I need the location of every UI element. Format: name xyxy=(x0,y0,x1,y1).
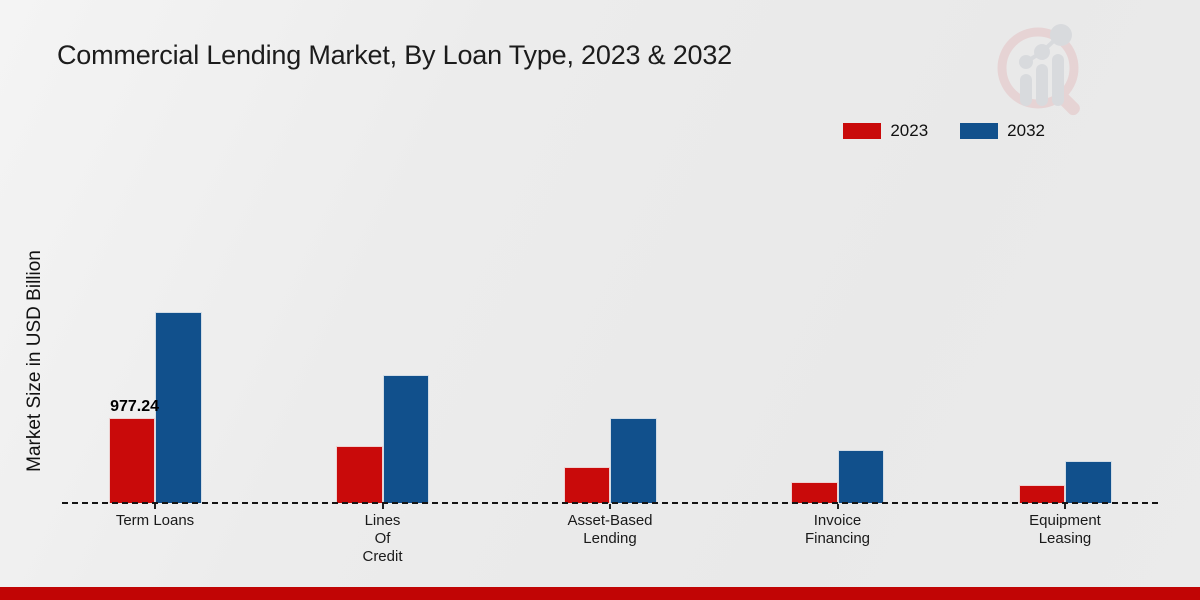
bar-2032-asset-based-lending xyxy=(610,418,657,503)
legend-item-2032: 2032 xyxy=(960,121,1045,141)
bar-2032-lines-of-credit xyxy=(382,374,429,503)
x-axis-category-label-term-loans: Term Loans xyxy=(115,512,195,529)
footer-accent-bar xyxy=(0,587,1200,600)
x-axis-tick-asset-based-lending xyxy=(609,504,611,509)
x-axis-category-label-asset-based-lending: Asset-Based Lending xyxy=(567,512,653,547)
market-research-future-logo-icon xyxy=(997,24,1080,116)
bar-2032-term-loans xyxy=(155,311,202,503)
legend-label-2032: 2032 xyxy=(1007,121,1045,140)
bar-2023-invoice-financing xyxy=(791,482,838,503)
x-axis-category-label-invoice-financing: Invoice Financing xyxy=(804,512,871,547)
legend-item-2023: 2023 xyxy=(843,121,928,141)
x-axis-tick-lines-of-credit xyxy=(381,504,384,509)
chart-title: Commercial Lending Market, By Loan Type,… xyxy=(57,40,733,70)
x-axis-tick-invoice-financing xyxy=(836,504,839,509)
bar-value-label-2023: 977.24 xyxy=(110,397,159,415)
x-axis-category-label-equipment-leasing: Equipment Leasing xyxy=(1029,512,1101,547)
legend-swatch-2032 xyxy=(960,123,999,139)
chart-legend: 2023 2032 xyxy=(843,121,1045,141)
bar-2023-asset-based-lending xyxy=(563,466,610,503)
bar-2032-invoice-financing xyxy=(837,450,884,503)
legend-label-2023: 2023 xyxy=(890,121,929,140)
bar-2023-equipment-leasing xyxy=(1018,484,1065,503)
bar-2023-term-loans xyxy=(108,417,155,503)
x-axis-tick-equipment-leasing xyxy=(1064,504,1066,509)
bar-2023-lines-of-credit xyxy=(336,446,383,503)
x-axis-baseline xyxy=(62,502,1158,504)
x-axis-tick-term-loans xyxy=(154,504,156,509)
legend-swatch-2023 xyxy=(843,123,882,139)
x-axis-category-label-lines-of-credit: Lines Of Credit xyxy=(362,512,403,565)
bar-2032-equipment-leasing xyxy=(1065,460,1112,503)
